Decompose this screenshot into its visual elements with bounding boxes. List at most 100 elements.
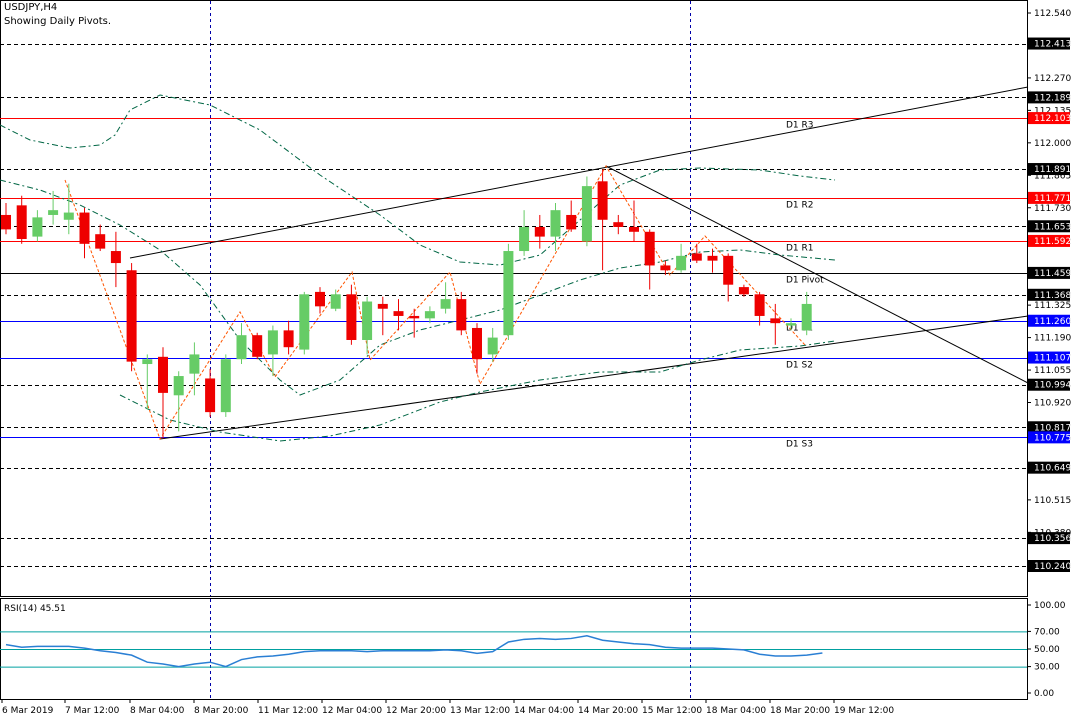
candle-43 xyxy=(676,243,687,273)
price-tick-label-0: 112.540 xyxy=(1034,9,1071,19)
candle-30 xyxy=(472,323,482,374)
price-marker-label-4: 111.771 xyxy=(1034,194,1071,204)
rsi-tick-label-1: 70.00 xyxy=(1034,627,1060,637)
candle-34 xyxy=(534,214,545,249)
price-marker-box-7 xyxy=(1028,266,1070,279)
candle-body-12 xyxy=(189,354,200,374)
candle-body-46 xyxy=(723,255,734,285)
candle-body-17 xyxy=(267,330,278,355)
trend-line-2 xyxy=(605,165,1029,384)
rsi-tick-label-2: 50.00 xyxy=(1034,645,1060,655)
candle-26 xyxy=(409,308,420,338)
candle-37 xyxy=(581,176,592,247)
candle-body-45 xyxy=(707,255,718,261)
candle-45 xyxy=(707,248,718,273)
time-tick-label-0: 6 Mar 2019 xyxy=(2,706,54,716)
symbol-label: USDJPY,H4 xyxy=(4,2,58,13)
price-marker-box-15 xyxy=(1028,532,1070,545)
price-marker-box-4 xyxy=(1028,191,1070,204)
price-marker-label-0: 112.413 xyxy=(1034,40,1071,50)
candle-35 xyxy=(550,202,561,252)
price-tick-label-15: 111.325 xyxy=(1034,301,1071,311)
time-tick-label-1: 7 Mar 12:00 xyxy=(65,706,120,716)
candle-body-39 xyxy=(613,222,624,227)
candle-39 xyxy=(613,214,624,235)
rsi-label: RSI(14) 45.51 xyxy=(4,604,66,614)
candle-13 xyxy=(205,368,216,417)
candle-10 xyxy=(158,347,168,439)
price-tick-label-10: 111.730 xyxy=(1034,204,1071,214)
price-marker-label-1: 112.189 xyxy=(1034,93,1071,103)
price-tick-label-19: 111.055 xyxy=(1034,366,1071,376)
candle-7 xyxy=(110,231,121,288)
price-tick-label-8: 111.865 xyxy=(1034,171,1071,181)
time-tick-label-13: 19 Mar 12:00 xyxy=(834,706,894,716)
price-marker-label-3: 111.891 xyxy=(1034,165,1071,175)
candle-8 xyxy=(126,263,137,372)
candle-18 xyxy=(283,320,294,355)
price-marker-label-6: 111.592 xyxy=(1034,237,1071,247)
price-marker-box-13 xyxy=(1028,431,1070,444)
candle-5 xyxy=(79,207,90,259)
candle-46 xyxy=(723,253,734,302)
candle-16 xyxy=(252,332,263,360)
moving-average xyxy=(0,94,836,442)
zigzag-path xyxy=(64,165,806,441)
candle-27 xyxy=(424,306,435,324)
candle-17 xyxy=(267,325,278,377)
candle-body-35 xyxy=(550,210,561,237)
rsi-tick-label-4: 0.00 xyxy=(1034,689,1054,699)
time-tick-label-12: 18 Mar 20:00 xyxy=(770,706,830,716)
price-marker-box-12 xyxy=(1028,421,1070,434)
trend-line-0 xyxy=(129,86,1029,259)
candle-31 xyxy=(487,327,498,362)
candle-body-44 xyxy=(691,253,702,261)
candle-body-31 xyxy=(487,337,498,355)
price-tick-label-4: 112.135 xyxy=(1034,106,1071,116)
candle-19 xyxy=(299,291,310,355)
candle-38 xyxy=(597,169,608,271)
time-tick-label-9: 14 Mar 20:00 xyxy=(578,706,638,716)
candle-body-48 xyxy=(754,294,765,316)
candles xyxy=(1,169,812,439)
price-marker-label-2: 112.103 xyxy=(1034,114,1071,124)
candle-body-21 xyxy=(330,294,341,309)
candle-body-0 xyxy=(1,214,11,230)
time-tick-label-3: 8 Mar 20:00 xyxy=(194,706,249,716)
candle-body-15 xyxy=(236,335,247,360)
price-marker-box-8 xyxy=(1028,288,1070,301)
candle-24 xyxy=(377,296,388,336)
time-tick-label-7: 13 Mar 12:00 xyxy=(450,706,510,716)
candle-body-36 xyxy=(566,214,577,230)
candle-29 xyxy=(456,291,467,336)
price-marker-box-1 xyxy=(1028,91,1070,104)
candle-body-49 xyxy=(770,318,781,324)
candle-body-18 xyxy=(283,330,294,348)
candle-body-14 xyxy=(220,359,231,413)
candle-21 xyxy=(330,289,341,312)
trend-line-1 xyxy=(159,315,1029,440)
candle-1 xyxy=(16,195,27,244)
candle-body-50 xyxy=(786,323,796,326)
pivot-label-3: D1 Pivot xyxy=(786,276,824,286)
candle-body-7 xyxy=(110,251,121,264)
price-axis: 112.540 112.413 112.270 112.189 112.135112.1… xyxy=(1027,9,1071,572)
candle-41 xyxy=(644,229,655,290)
candle-body-40 xyxy=(629,226,639,232)
price-tick-label-2: 112.270 xyxy=(1034,74,1071,84)
rsi-tick-label-0: 100.00 xyxy=(1034,601,1066,611)
price-marker-box-14 xyxy=(1028,461,1070,474)
price-tick-label-25: 110.515 xyxy=(1034,496,1071,506)
time-axis: 6 Mar 2019 7 Mar 12:00 8 Mar 04:00 8 Mar 20… xyxy=(1,699,894,716)
candle-44 xyxy=(691,243,702,264)
candle-body-5 xyxy=(79,212,90,244)
time-tick-label-10: 15 Mar 12:00 xyxy=(642,706,702,716)
candle-6 xyxy=(95,224,106,252)
candle-body-1 xyxy=(16,205,27,240)
candle-50 xyxy=(786,318,796,331)
price-marker-box-5 xyxy=(1028,220,1070,233)
candle-body-24 xyxy=(377,303,388,309)
candle-body-13 xyxy=(205,378,216,413)
candle-11 xyxy=(173,371,184,432)
candle-15 xyxy=(236,323,247,365)
